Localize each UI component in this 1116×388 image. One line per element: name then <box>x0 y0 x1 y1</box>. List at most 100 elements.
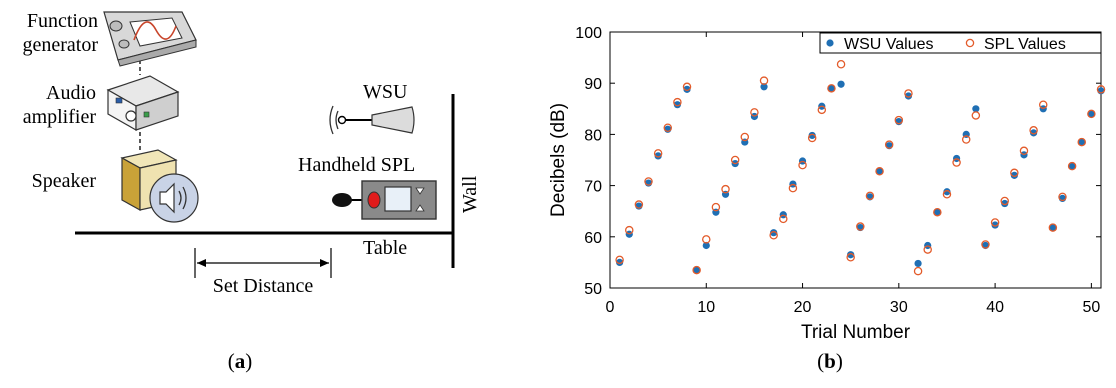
caption-a-letter: a <box>235 349 246 373</box>
x-tick-label: 10 <box>697 299 715 316</box>
y-tick-label: 50 <box>584 281 602 298</box>
label-function-generator-line1: Function <box>27 10 98 32</box>
spl-data-point <box>961 135 971 144</box>
spl-data-point <box>653 149 663 158</box>
scatter-chart-panel: 0 10 20 30 40 50 50 60 70 80 90 100 WSU Values SPL V… <box>530 0 1116 383</box>
label-audio-amplifier-line2: amplifier <box>23 106 97 128</box>
function-generator-icon <box>103 11 197 67</box>
spl-data-point <box>1077 137 1086 147</box>
spl-data-point <box>923 245 932 254</box>
wsu-data-point <box>683 85 691 93</box>
wsu-data-point <box>760 83 768 91</box>
spl-data-point <box>952 158 961 167</box>
spl-data-point <box>673 97 682 107</box>
label-audio-amplifier-line1: Audio <box>46 82 96 104</box>
spl-data-point <box>1000 196 1009 206</box>
spl-data-point <box>1058 192 1067 202</box>
spl-data-point <box>1087 109 1096 119</box>
chart-legend: WSU Values SPL Values <box>819 32 1102 54</box>
legend-label: WSU Values <box>844 36 934 53</box>
spl-data-point <box>913 266 923 276</box>
chart-ticks: 0 10 20 30 40 50 50 60 70 80 90 100 <box>575 25 1101 316</box>
caption-b-letter: b <box>824 349 836 373</box>
spl-data-point <box>798 160 807 170</box>
label-set-distance: Set Distance <box>213 275 314 297</box>
spl-data-point <box>759 76 769 85</box>
audio-amplifier-icon <box>106 75 180 132</box>
wsu-data-point <box>616 258 624 266</box>
spl-data-point <box>817 105 827 115</box>
x-tick-label: 50 <box>1082 299 1100 316</box>
wsu-sensor-icon <box>329 105 415 135</box>
wsu-data-point <box>1010 171 1018 179</box>
y-tick-label: 70 <box>584 179 602 196</box>
caption-a: (a) <box>228 349 253 373</box>
spl-data-point <box>625 225 634 235</box>
wsu-data-point <box>673 101 681 109</box>
y-tick-label: 60 <box>584 230 602 247</box>
spl-data-point <box>904 89 913 98</box>
y-tick-label: 90 <box>584 76 602 93</box>
handheld-spl-icon <box>332 180 437 220</box>
wsu-data-point <box>914 259 922 268</box>
spl-data-point <box>856 222 865 231</box>
x-tick-label: 20 <box>794 299 812 316</box>
spl-data-point <box>990 218 1000 227</box>
spl-data-point <box>1048 223 1058 232</box>
setup-diagram-panel: Function generator Audio amplifier Speak… <box>0 0 500 383</box>
spl-data-point <box>807 133 817 143</box>
spl-data-point <box>846 253 855 262</box>
wsu-data-point <box>837 80 845 88</box>
wsu-data-point <box>875 167 884 175</box>
wsu-data-point <box>1049 223 1057 232</box>
spl-data-point <box>634 200 644 209</box>
label-speaker: Speaker <box>32 170 97 192</box>
spl-data-point <box>971 111 981 120</box>
spl-data-point <box>721 184 730 194</box>
wsu-data-point <box>1068 162 1076 170</box>
spl-data-point <box>827 84 836 93</box>
legend-label: SPL Values <box>984 36 1066 53</box>
wsu-data-point <box>847 251 855 259</box>
x-tick-label: 40 <box>986 299 1004 316</box>
wsu-data-point <box>904 92 913 100</box>
wsu-data-point <box>1087 110 1095 118</box>
spl-data-point <box>711 202 721 212</box>
label-handheld-spl: Handheld SPL <box>298 154 415 176</box>
wsu-data-point <box>827 84 836 92</box>
x-tick-label: 0 <box>606 299 615 316</box>
setup-diagram: Function generator Audio amplifier Speak… <box>22 10 481 373</box>
spl-data-point <box>884 140 894 149</box>
spl-data-point <box>615 255 624 265</box>
label-wsu: WSU <box>363 81 408 103</box>
wsu-data-point <box>1001 199 1009 208</box>
set-distance-dimension <box>194 248 332 278</box>
wsu-data-point <box>933 208 941 216</box>
x-axis-label: Trial Number <box>801 322 911 343</box>
spl-data-point <box>836 60 846 69</box>
spl-data-point <box>875 167 884 176</box>
y-tick-label: 100 <box>575 25 602 42</box>
spl-data-point <box>663 123 673 132</box>
spl-data-point <box>894 115 904 125</box>
spl-data-point <box>1096 85 1106 94</box>
wsu-data-point <box>943 188 951 196</box>
spl-data-point <box>750 108 759 117</box>
speaker-icon <box>120 149 199 223</box>
wsu-data-point <box>1030 129 1038 137</box>
decibel-scatter-chart: 0 10 20 30 40 50 50 60 70 80 90 100 WSU Values SPL V… <box>548 25 1106 373</box>
spl-data-point <box>1038 100 1048 109</box>
label-table: Table <box>363 237 407 259</box>
wsu-data-point <box>972 105 980 113</box>
legend-marker-spl <box>965 38 975 48</box>
wsu-data-point <box>1078 138 1086 146</box>
spl-data-point <box>1067 161 1077 171</box>
spl-data-point <box>644 177 653 186</box>
wsu-data-point <box>770 229 778 237</box>
wsu-data-point <box>654 152 662 160</box>
label-wall: Wall <box>459 175 481 213</box>
legend-marker-wsu <box>826 39 834 47</box>
spl-data-point <box>933 207 942 217</box>
legend-box <box>819 32 1102 54</box>
spl-data-point <box>682 82 692 92</box>
